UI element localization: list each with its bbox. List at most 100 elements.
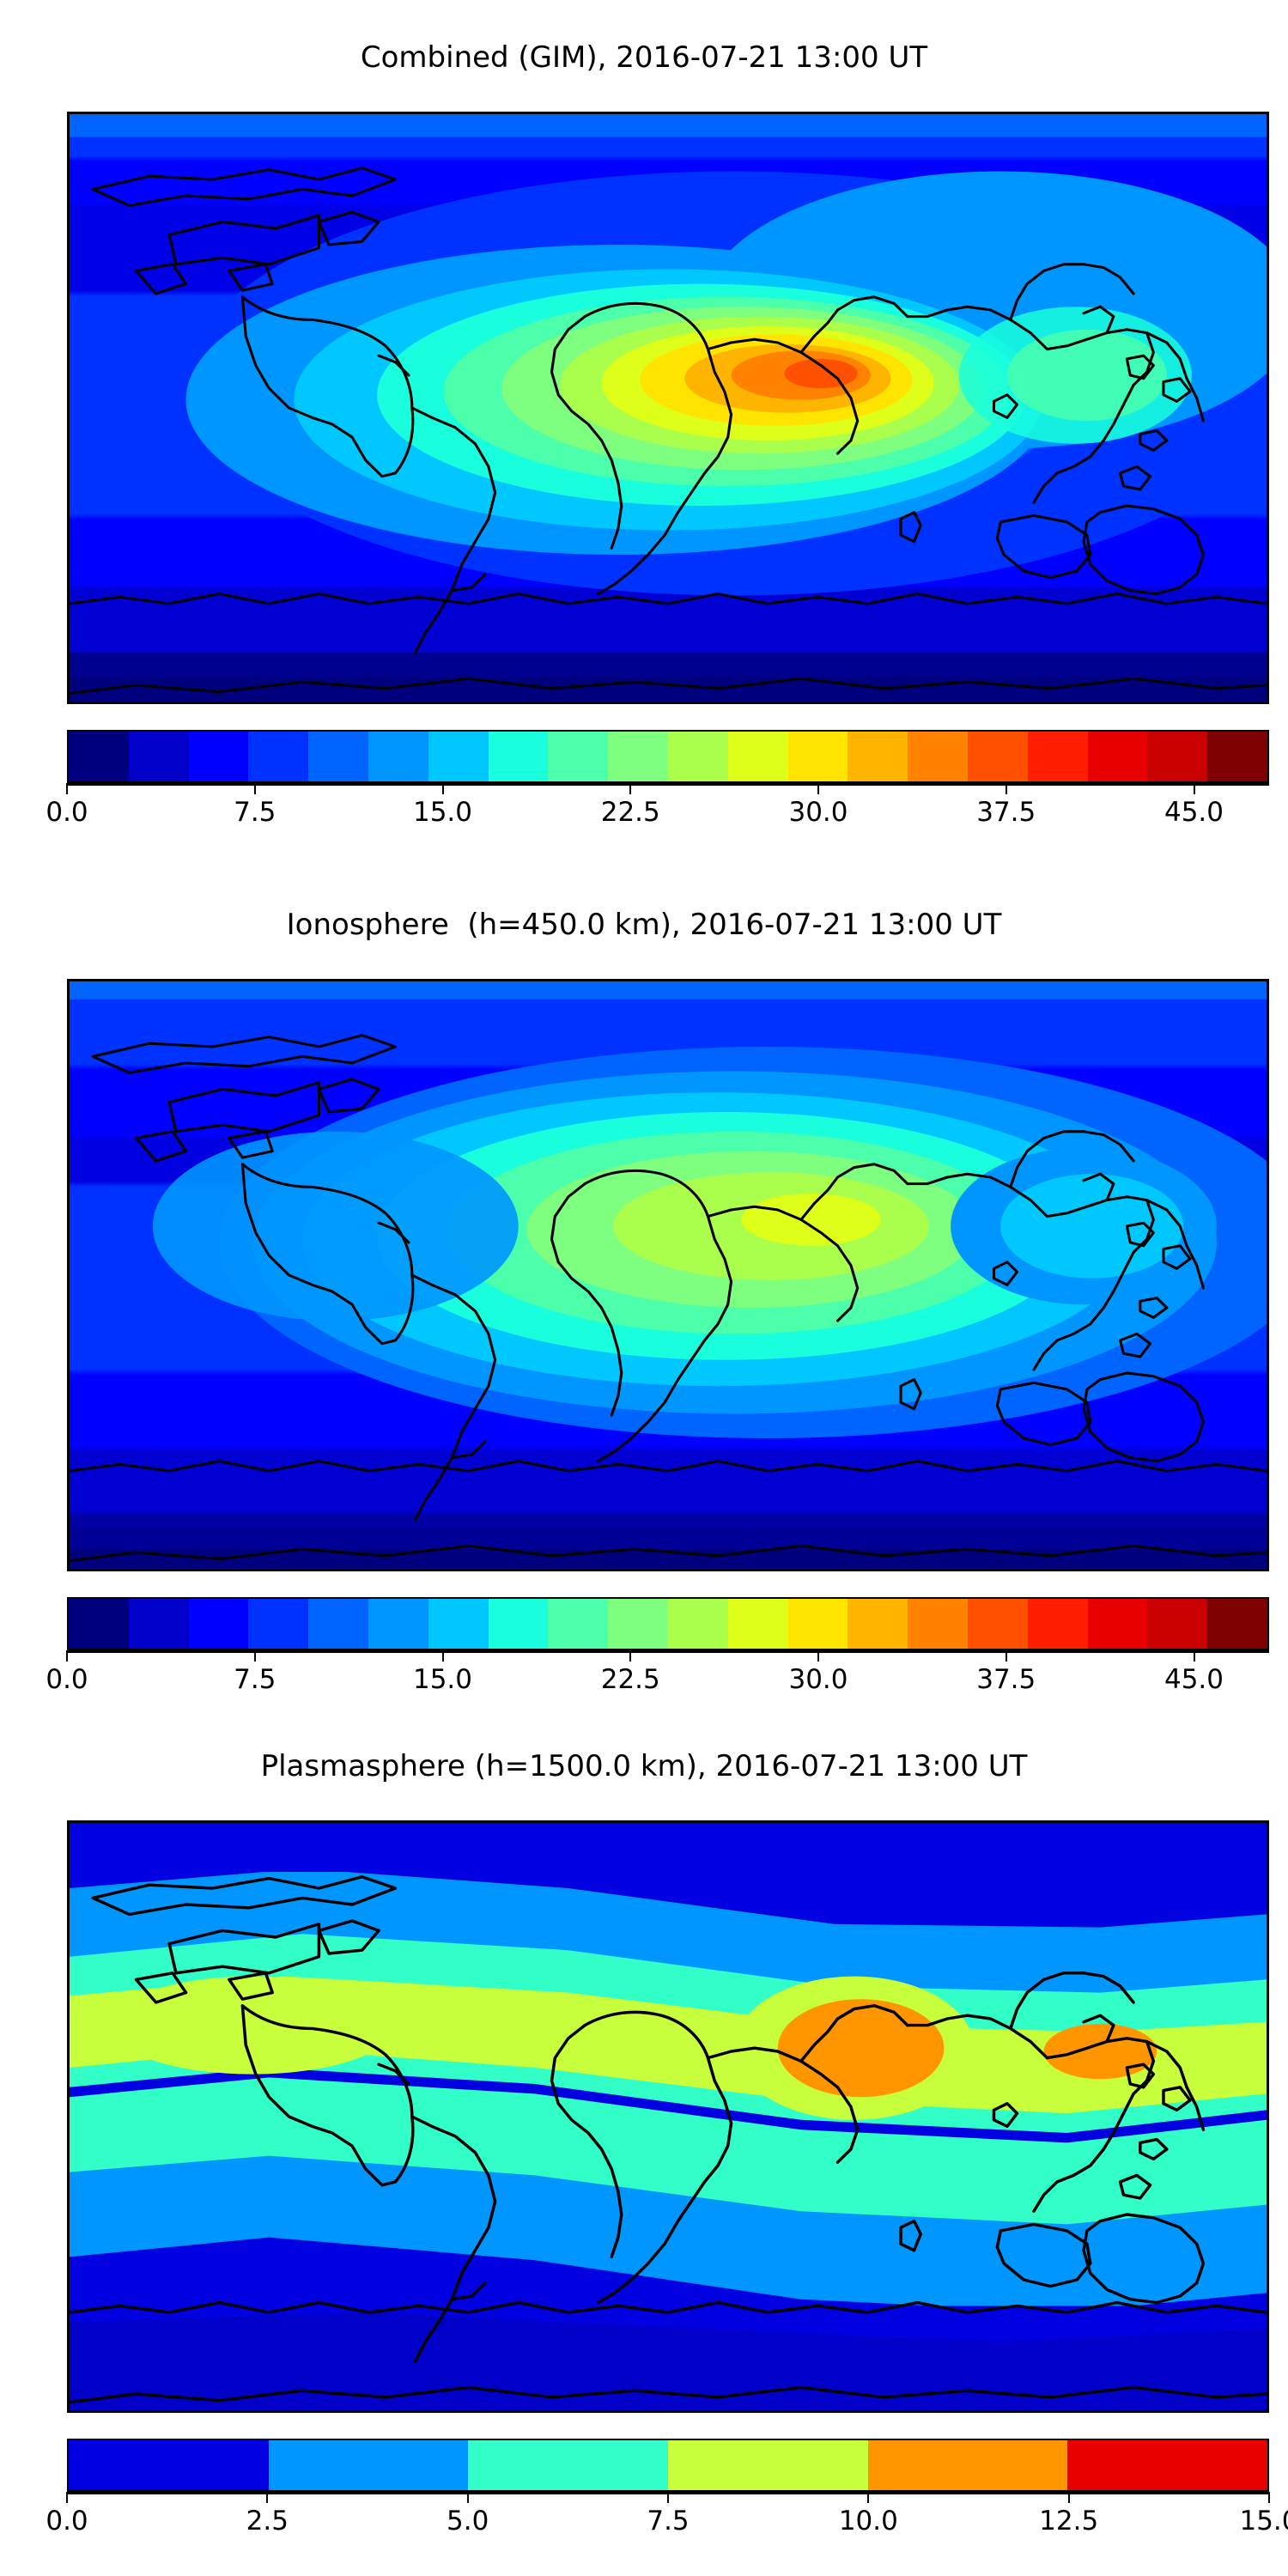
map-svg-plasmasphere [70, 1823, 1267, 2410]
colorbar-band [1027, 732, 1088, 781]
colorbar-tick [817, 783, 819, 794]
colorbar-band [69, 732, 129, 781]
colorbar-axis-line [67, 1650, 1269, 1653]
colorbar-band [548, 1599, 609, 1649]
colorbar-tick [1067, 2492, 1070, 2503]
colorbar-tick [466, 2492, 469, 2503]
colorbar-tick [66, 783, 68, 794]
colorbar-band [967, 732, 1028, 781]
colorbar-band [1087, 732, 1148, 781]
panel-title-plasmasphere: Plasmasphere (h=1500.0 km), 2016-07-21 1… [260, 1749, 1028, 1783]
colorbar-tick-label: 45.0 [1163, 1664, 1224, 1695]
colorbar-tick [1005, 783, 1007, 794]
colorbar-band [1147, 1599, 1208, 1649]
colorbar-band [128, 732, 189, 781]
colorbar-tick-label: 15.0 [1239, 2506, 1288, 2537]
colorbar-tick [667, 2492, 669, 2503]
colorbar-tick [629, 1650, 632, 1662]
colorbar-tick [441, 1650, 444, 1662]
coastlines-combined [70, 167, 1267, 696]
colorbar-tick-label: 7.5 [647, 2506, 690, 2537]
colorbar-wrap-plasmasphere: 0.0 2.5 5.0 7.5 10.0 12.5 15.0 [46, 2439, 1288, 2542]
coastlines-ionosphere [70, 1034, 1267, 1563]
colorbar-band [1087, 1599, 1148, 1649]
colorbar-band [428, 1599, 489, 1649]
colorbar-tick-label: 45.0 [1163, 797, 1224, 828]
colorbar-wrap-combined: 0.0 7.5 15.0 22.5 30.0 37.5 45.0 [46, 730, 1269, 833]
colorbar-tick-label: 2.5 [246, 2506, 289, 2537]
colorbar-band [248, 732, 309, 781]
panel-plasmasphere: Plasmasphere (h=1500.0 km), 2016-07-21 1… [0, 1735, 1288, 2576]
colorbar-tick-label: 5.0 [447, 2506, 489, 2537]
colorbar-tick [266, 2492, 269, 2503]
colorbar-tick [441, 783, 444, 794]
panel-ionosphere: Ionosphere (h=450.0 km), 2016-07-21 13:0… [0, 867, 1288, 1726]
colorbar-band [69, 2440, 269, 2490]
colorbar-band [128, 1599, 189, 1649]
colorbar-plasmasphere[interactable] [67, 2439, 1269, 2492]
colorbar-tick-label: 10.0 [838, 2506, 898, 2537]
colorbar-tick [253, 1650, 256, 1662]
colorbar-band [668, 2440, 868, 2490]
colorbar-axis-combined: 0.0 7.5 15.0 22.5 30.0 37.5 45.0 [46, 783, 1269, 833]
colorbar-tick-label: 0.0 [46, 2506, 88, 2537]
colorbar-tick [867, 2492, 870, 2503]
colorbar-band [908, 732, 968, 781]
colorbar-tick-label: 37.5 [976, 797, 1036, 828]
colorbar-band [488, 1599, 549, 1649]
colorbar-tick [1193, 783, 1195, 794]
colorbar-band [428, 732, 489, 781]
colorbar-tick [1268, 2492, 1270, 2503]
coastlines-plasmasphere [70, 1874, 1267, 2404]
colorbar-band [967, 1599, 1028, 1649]
colorbar-band [787, 732, 848, 781]
tec-field-ionosphere [70, 981, 1267, 1569]
colorbar-tick-label: 22.5 [600, 797, 660, 828]
colorbar-band [667, 1599, 728, 1649]
colorbar-axis-line [67, 783, 1269, 786]
colorbar-band [787, 1599, 848, 1649]
panel-title-combined: Combined (GIM), 2016-07-21 13:00 UT [360, 40, 928, 75]
colorbar-band [867, 2440, 1068, 2490]
map-combined-gim [67, 112, 1269, 704]
colorbar-band [368, 732, 428, 781]
map-svg-combined [70, 114, 1267, 702]
colorbar-band [1067, 2440, 1268, 2490]
panel-title-ionosphere: Ionosphere (h=450.0 km), 2016-07-21 13:0… [286, 908, 1002, 942]
colorbar-tick [253, 783, 256, 794]
colorbar-tick-label: 0.0 [46, 1664, 88, 1695]
colorbar-wrap-ionosphere: 0.0 7.5 15.0 22.5 30.0 37.5 45.0 [46, 1597, 1269, 1700]
colorbar-band [248, 1599, 309, 1649]
colorbar-tick-label: 37.5 [976, 1664, 1036, 1695]
colorbar-band [1027, 1599, 1088, 1649]
colorbar-band [308, 732, 368, 781]
colorbar-band [1147, 732, 1208, 781]
colorbar-band [608, 732, 668, 781]
colorbar-band [268, 2440, 469, 2490]
tec-field-combined [70, 114, 1267, 702]
colorbar-band [667, 732, 728, 781]
colorbar-tick-label: 7.5 [234, 1664, 276, 1695]
colorbar-band [608, 1599, 668, 1649]
colorbar-tick-label: 15.0 [412, 1664, 473, 1695]
colorbar-ionosphere[interactable] [67, 1597, 1269, 1650]
colorbar-band [848, 1599, 908, 1649]
tec-field-plasmasphere [70, 1823, 1267, 2410]
colorbar-axis-plasmasphere: 0.0 2.5 5.0 7.5 10.0 12.5 15.0 [46, 2492, 1288, 2542]
colorbar-band [188, 1599, 249, 1649]
colorbar-band [908, 1599, 968, 1649]
colorbar-band [188, 732, 249, 781]
colorbar-tick [1005, 1650, 1007, 1662]
colorbar-band [727, 732, 788, 781]
colorbar-tick [66, 1650, 68, 1662]
colorbar-tick-label: 7.5 [234, 797, 276, 828]
map-ionosphere [67, 979, 1269, 1571]
colorbar-tick-label: 0.0 [46, 797, 88, 828]
colorbar-tick-label: 12.5 [1039, 2506, 1099, 2537]
colorbar-tick [817, 1650, 819, 1662]
colorbar-combined[interactable] [67, 730, 1269, 783]
colorbar-band [548, 732, 609, 781]
colorbar-band [368, 1599, 428, 1649]
colorbar-band [727, 1599, 788, 1649]
